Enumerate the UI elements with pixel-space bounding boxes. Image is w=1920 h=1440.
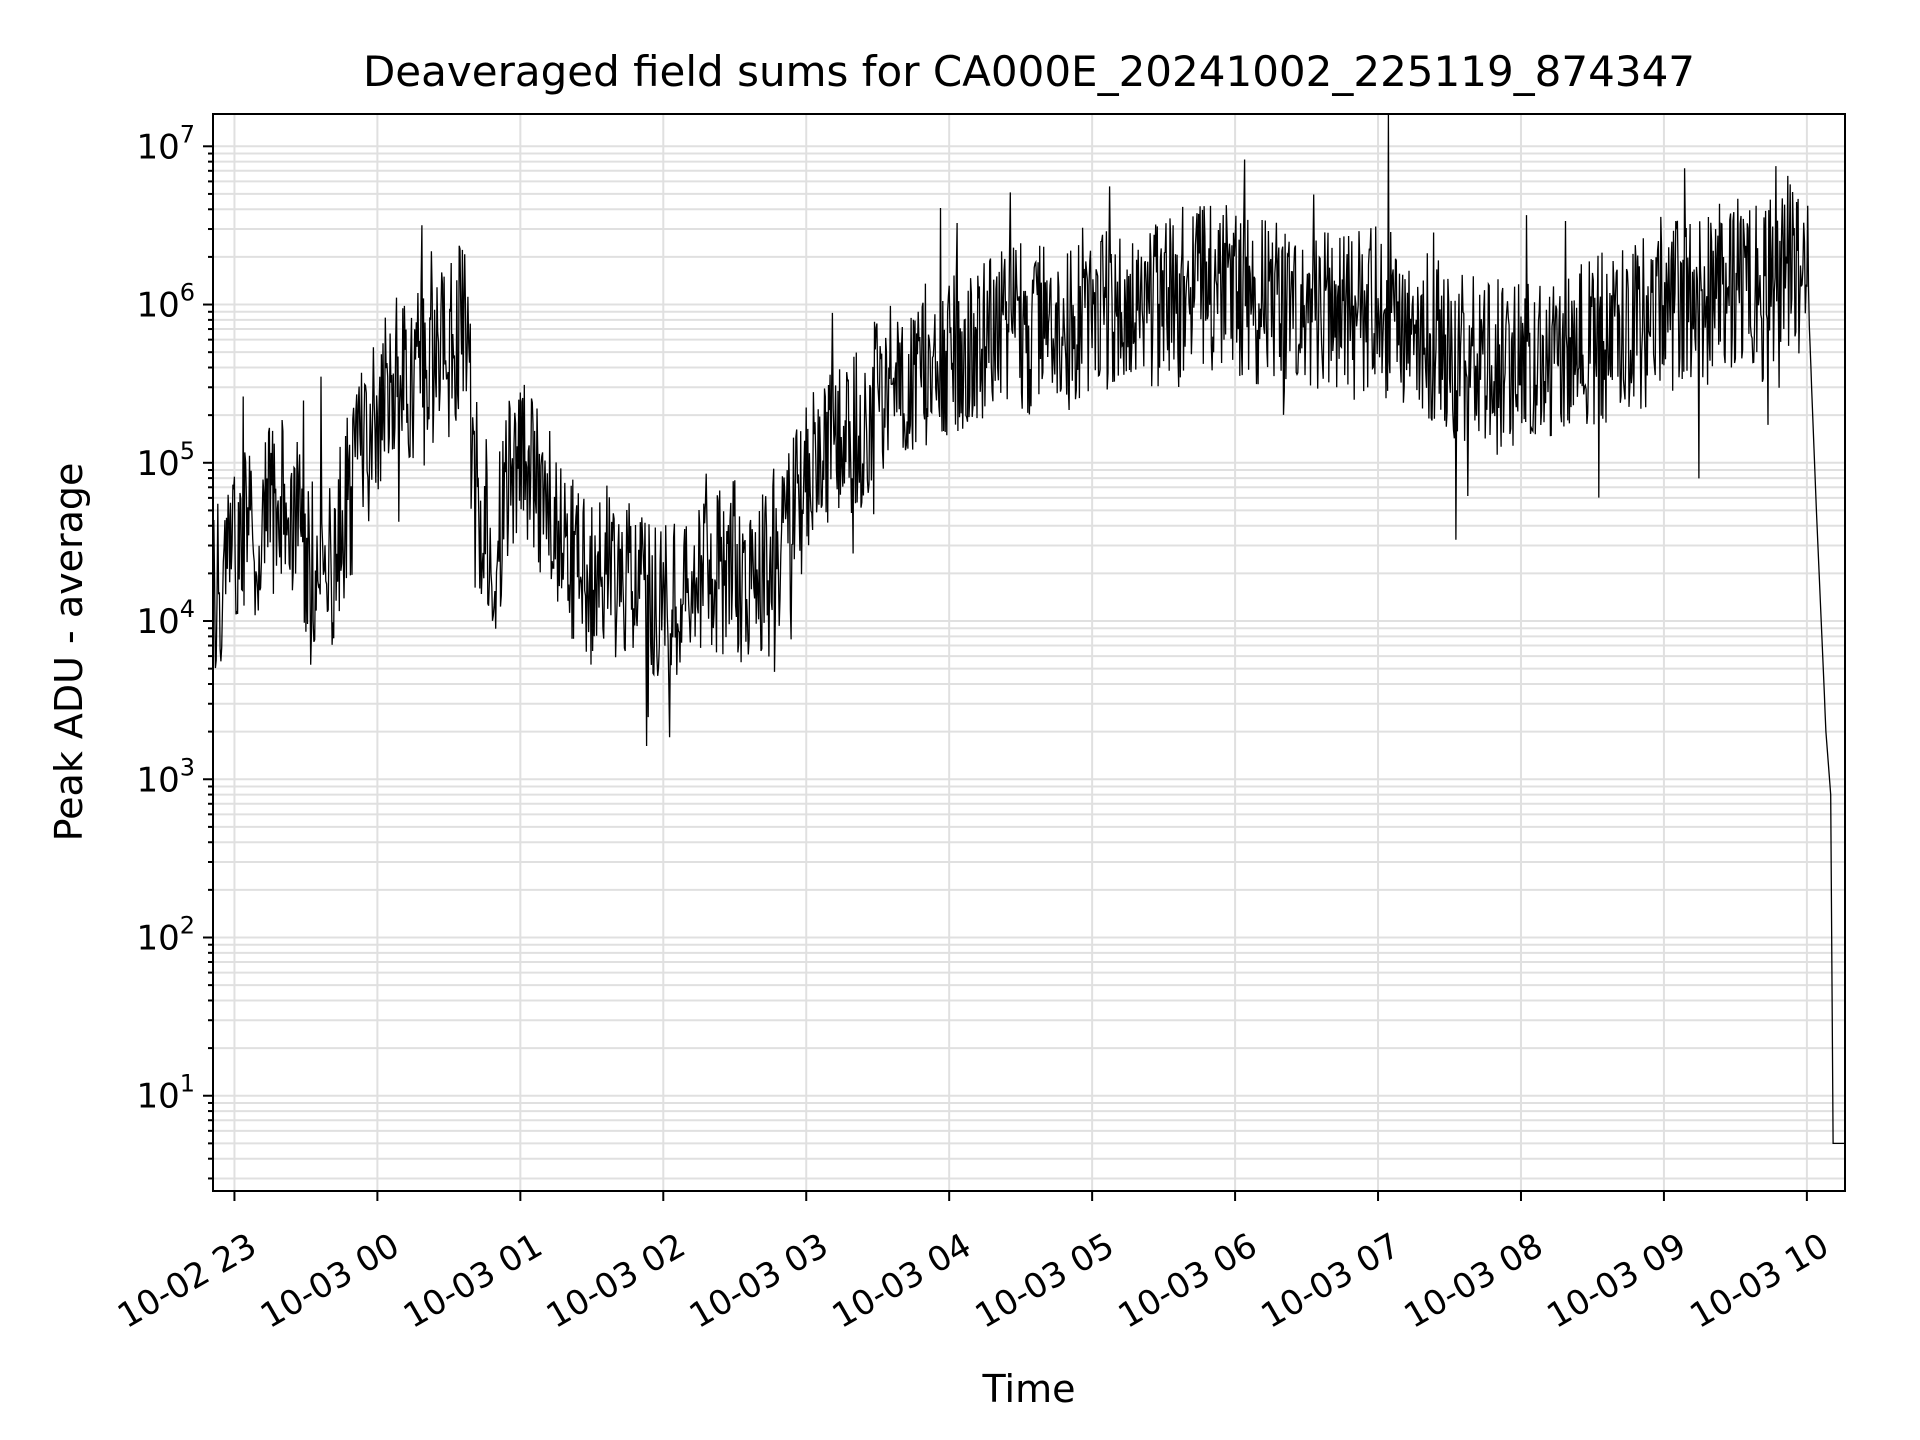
y-tick-label: 104 bbox=[136, 595, 195, 642]
y-tick-label: 103 bbox=[136, 753, 195, 800]
y-tick-label: 107 bbox=[136, 120, 195, 167]
y-tick-label: 106 bbox=[136, 279, 195, 326]
y-axis-label: Peak ADU - average bbox=[47, 463, 91, 842]
series-line-group bbox=[212, 113, 1845, 1145]
plot-frame bbox=[212, 113, 1846, 1192]
chart-title: Deaveraged field sums for CA000E_2024100… bbox=[363, 47, 1695, 96]
x-axis-label: Time bbox=[982, 1367, 1076, 1411]
y-tick-label: 101 bbox=[136, 1070, 195, 1117]
series-line bbox=[212, 113, 1845, 1145]
y-tick-label: 102 bbox=[136, 911, 195, 958]
y-tick-label: 105 bbox=[136, 437, 195, 484]
